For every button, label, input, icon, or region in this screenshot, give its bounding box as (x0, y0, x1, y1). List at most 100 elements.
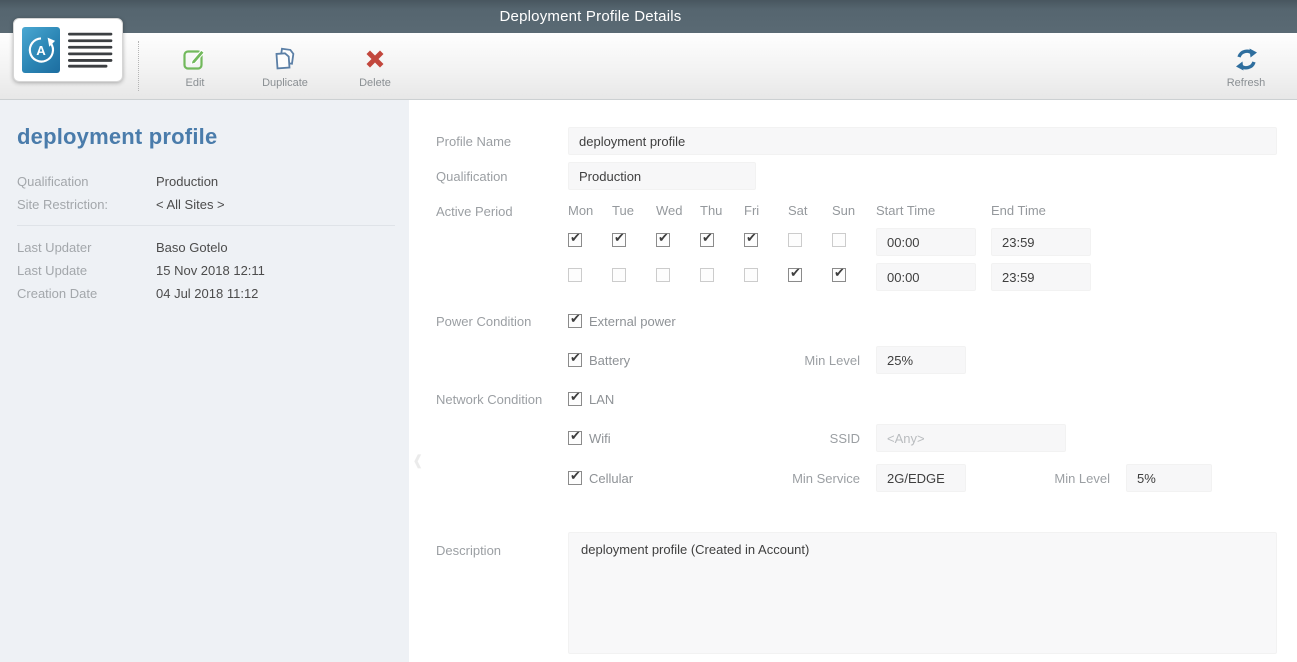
day-header-tue: Tue (612, 203, 634, 218)
duplicate-button-label: Duplicate (262, 77, 308, 89)
cellular-label: Cellular (589, 470, 634, 486)
summary-sidebar: deployment profile Qualification Product… (0, 100, 409, 662)
duplicate-button[interactable]: Duplicate (248, 44, 322, 89)
active-period-label: Active Period (436, 204, 513, 219)
edit-icon (182, 44, 208, 74)
min-service-input[interactable] (876, 464, 966, 492)
cellular-min-level-label: Min Level (1054, 470, 1110, 486)
description-textarea[interactable]: deployment profile (Created in Account) (568, 532, 1277, 654)
creation-date-value: 04 Jul 2018 11:12 (156, 286, 259, 301)
day-checkbox-sat-row1[interactable] (788, 232, 802, 247)
external-power-checkbox[interactable] (568, 311, 582, 328)
last-updater-label: Last Updater (17, 240, 92, 255)
day-checkbox-thu-row1[interactable] (700, 230, 714, 247)
day-checkbox-wed-row2[interactable] (656, 267, 670, 282)
day-checkbox-sun-row1[interactable] (832, 232, 846, 247)
sidebar-row-last-updater: Last Updater Baso Gotelo (17, 240, 395, 255)
start-time-input-row2[interactable] (876, 263, 976, 291)
day-checkbox-sat-row2[interactable] (788, 265, 802, 282)
network-condition-label: Network Condition (436, 391, 543, 407)
day-checkbox-thu-row2[interactable] (700, 267, 714, 282)
min-service-label: Min Service (792, 470, 860, 486)
sidebar-row-last-update: Last Update 15 Nov 2018 12:11 (17, 263, 395, 278)
ssid-input[interactable] (876, 424, 1066, 452)
day-checkbox-mon-row1[interactable] (568, 230, 582, 247)
battery-min-level-input[interactable] (876, 346, 966, 374)
qualification-field-label: Qualification (436, 168, 508, 184)
sidebar-row-qualification: Qualification Production (17, 174, 395, 189)
battery-min-level-label: Min Level (804, 352, 860, 368)
delete-button-label: Delete (359, 77, 391, 89)
edit-button[interactable]: Edit (158, 44, 232, 89)
battery-label: Battery (589, 352, 631, 368)
delete-button[interactable]: Delete (338, 44, 412, 89)
profile-name-row: Profile Name (436, 127, 1277, 155)
active-period-row-2 (568, 263, 1091, 291)
wifi-label: Wifi (589, 430, 611, 446)
day-checkbox-mon-row2[interactable] (568, 267, 582, 282)
day-checkbox-tue-row2[interactable] (612, 267, 626, 282)
profile-name-label: Profile Name (436, 133, 512, 149)
day-checkbox-tue-row1[interactable] (612, 230, 626, 247)
external-power-label: External power (589, 313, 676, 329)
sidebar-divider (17, 225, 395, 226)
profile-name-input[interactable] (568, 127, 1277, 155)
day-checkbox-sun-row2[interactable] (832, 265, 846, 282)
qualification-value: Production (156, 174, 219, 189)
battery-row: Battery Min Level (436, 346, 1277, 374)
details-form: Profile Name Qualification Active Period… (409, 100, 1297, 662)
svg-text:A: A (36, 43, 46, 58)
delete-icon (363, 44, 387, 74)
toolbar-separator (138, 41, 139, 91)
title-bar: Deployment Profile Details (0, 0, 1297, 33)
qualification-input[interactable] (568, 162, 756, 190)
description-row: Description deployment profile (Created … (436, 532, 1277, 654)
cellular-checkbox[interactable] (568, 468, 582, 485)
qualification-label: Qualification (17, 174, 89, 189)
last-update-value: 15 Nov 2018 12:11 (156, 263, 265, 278)
active-period-grid: Mon Tue Wed Thu Fri Sat Sun Start Time E… (568, 203, 1091, 291)
day-header-wed: Wed (656, 203, 683, 218)
last-updater-value: Baso Gotelo (156, 240, 228, 255)
edit-button-label: Edit (185, 77, 205, 89)
app-logo: A (13, 18, 123, 82)
power-condition-row: Power Condition External power (436, 307, 1277, 335)
refresh-icon (1233, 44, 1260, 74)
wifi-checkbox[interactable] (568, 428, 582, 445)
lan-label: LAN (589, 391, 615, 407)
day-checkbox-fri-row1[interactable] (744, 230, 758, 247)
window-title: Deployment Profile Details (499, 8, 682, 25)
day-checkbox-fri-row2[interactable] (744, 267, 758, 282)
battery-checkbox[interactable] (568, 350, 582, 367)
wifi-row: Wifi SSID (436, 424, 1277, 452)
duplicate-icon (272, 44, 298, 74)
active-period-row-1 (568, 228, 1091, 256)
last-update-label: Last Update (17, 263, 88, 278)
active-period-row: Active Period Mon Tue Wed Thu Fri Sat Su… (436, 203, 1277, 291)
qualification-row: Qualification (436, 162, 1277, 190)
day-checkbox-wed-row1[interactable] (656, 230, 670, 247)
day-header-thu: Thu (700, 203, 723, 218)
refresh-button[interactable]: Refresh (1209, 44, 1283, 89)
day-header-sat: Sat (788, 203, 808, 218)
creation-date-label: Creation Date (17, 286, 98, 301)
power-condition-label: Power Condition (436, 313, 532, 329)
day-header-fri: Fri (744, 203, 760, 218)
lan-checkbox[interactable] (568, 389, 582, 406)
app-logo-icon: A (22, 27, 60, 73)
site-restriction-label: Site Restriction: (17, 197, 109, 212)
end-time-header: End Time (991, 203, 1046, 218)
day-header-sun: Sun (832, 203, 856, 218)
cellular-row: Cellular Min Service Min Level (436, 464, 1277, 492)
end-time-input-row2[interactable] (991, 263, 1091, 291)
list-lines-icon (68, 32, 113, 68)
refresh-button-label: Refresh (1226, 77, 1266, 89)
panel-collapse-handle[interactable]: ❰ (412, 452, 424, 468)
cellular-min-level-input[interactable] (1126, 464, 1212, 492)
start-time-input-row1[interactable] (876, 228, 976, 256)
profile-title: deployment profile (17, 124, 218, 149)
end-time-input-row1[interactable] (991, 228, 1091, 256)
network-condition-row: Network Condition LAN (436, 385, 1277, 413)
sidebar-row-site-restriction: Site Restriction: < All Sites > (17, 197, 395, 212)
